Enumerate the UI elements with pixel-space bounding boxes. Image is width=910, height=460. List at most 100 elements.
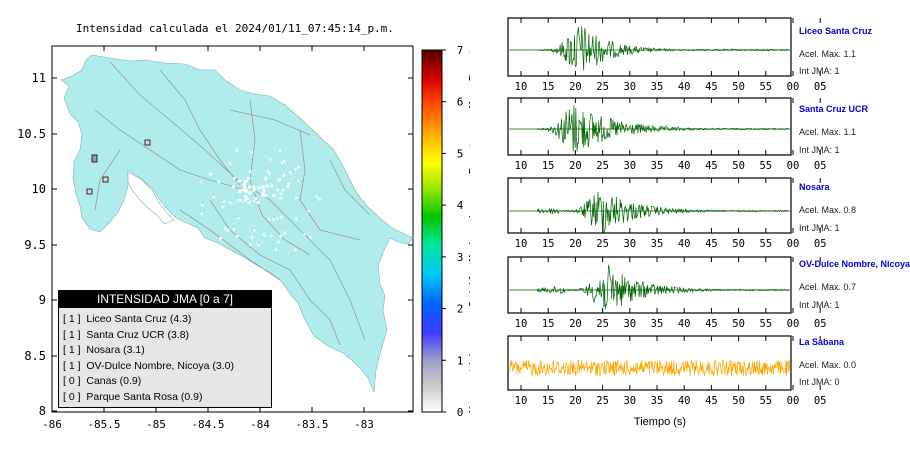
station-marker[interactable] bbox=[102, 176, 109, 183]
time-tick-label: 55 bbox=[759, 395, 772, 407]
x-tick-label: -84.5 bbox=[191, 418, 224, 431]
y-tick-label: 8.5 bbox=[24, 349, 46, 363]
time-tick-label: 00 bbox=[787, 81, 800, 93]
time-tick-label: 50 bbox=[732, 238, 745, 250]
town-marker bbox=[287, 182, 291, 186]
station-name[interactable]: Nosara bbox=[799, 182, 830, 192]
town-marker bbox=[278, 177, 281, 181]
town-marker bbox=[247, 176, 251, 180]
town-marker bbox=[244, 189, 249, 193]
town-marker bbox=[267, 217, 271, 221]
station-acel: Acel. Max. 0.7 bbox=[799, 282, 857, 292]
town-marker bbox=[274, 248, 278, 252]
town-marker bbox=[257, 244, 260, 247]
station-name[interactable]: Liceo Santa Cruz bbox=[799, 26, 873, 36]
town-marker bbox=[248, 170, 252, 174]
town-marker bbox=[250, 150, 254, 154]
x-tick-label: -85 bbox=[146, 418, 166, 431]
town-marker bbox=[295, 196, 298, 200]
town-marker bbox=[243, 194, 247, 198]
town-marker bbox=[278, 149, 282, 152]
town-marker bbox=[272, 218, 275, 222]
town-marker bbox=[315, 195, 319, 199]
station-jma: Int JMA: 1 bbox=[799, 66, 840, 76]
time-tick-label: 30 bbox=[623, 160, 636, 172]
station-name[interactable]: Santa Cruz UCR bbox=[799, 104, 869, 114]
colorbar-tick-label: 7 bbox=[457, 44, 464, 57]
town-marker bbox=[229, 201, 232, 205]
time-tick-label: 20 bbox=[569, 318, 582, 330]
road bbox=[94, 149, 121, 211]
town-marker bbox=[256, 200, 260, 204]
town-marker bbox=[289, 171, 292, 174]
station-name[interactable]: La Sabana bbox=[799, 337, 845, 347]
town-marker bbox=[276, 188, 280, 192]
colorbar-tick-label: 1 bbox=[457, 354, 464, 367]
time-tick-label: 35 bbox=[651, 318, 664, 330]
gulf-of-nicoya bbox=[127, 171, 175, 225]
panel-frame bbox=[507, 177, 792, 234]
time-tick-label: 20 bbox=[569, 395, 582, 407]
station-marker[interactable] bbox=[91, 154, 98, 163]
town-marker bbox=[252, 188, 256, 192]
station-marker[interactable] bbox=[144, 139, 151, 146]
seismogram-trace bbox=[536, 264, 789, 310]
colorbar-word: Muy Fuerte bbox=[467, 42, 470, 108]
seismogram-trace bbox=[537, 105, 789, 152]
y-tick-label: 10 bbox=[32, 182, 46, 196]
station-marker[interactable] bbox=[86, 188, 93, 195]
time-tick-label: 55 bbox=[759, 318, 772, 330]
station-acel: Acel. Max. 1.1 bbox=[799, 49, 857, 59]
town-marker bbox=[307, 209, 311, 213]
road bbox=[209, 199, 291, 271]
legend-item: [ 1 ] OV-Dulce Nombre, Nicoya (3.0) bbox=[63, 359, 234, 372]
road bbox=[229, 109, 311, 136]
town-marker bbox=[265, 184, 269, 188]
time-tick-label: 10 bbox=[515, 395, 528, 407]
legend-list: [ 1 ] Liceo Santa Cruz (4.3) [ 1 ] Santa… bbox=[59, 308, 271, 405]
waveform-panel: 10 15 20 25 30 35 40 45 50 55 00 05 bbox=[507, 17, 827, 93]
time-tick-label: 30 bbox=[623, 318, 636, 330]
time-tick-label: 45 bbox=[705, 81, 718, 93]
town-marker bbox=[318, 197, 321, 201]
town-marker bbox=[293, 167, 297, 171]
time-tick-label: 45 bbox=[705, 238, 718, 250]
town-marker bbox=[283, 231, 287, 235]
town-marker bbox=[263, 233, 266, 237]
town-marker bbox=[293, 248, 297, 252]
colorbar-words: Muy Fuerte Fuerte Moderado Debil No sentido bbox=[467, 42, 470, 413]
time-tick-label: 35 bbox=[651, 395, 664, 407]
town-marker bbox=[226, 229, 230, 232]
legend-item: [ 0 ] Canas (0.9) bbox=[63, 375, 142, 387]
town-marker bbox=[269, 234, 273, 238]
road bbox=[289, 269, 341, 346]
panel-frame bbox=[507, 256, 792, 314]
town-marker bbox=[280, 161, 284, 165]
station-name[interactable]: OV-Dulce Nombre, Nicoya bbox=[799, 259, 910, 269]
time-tick-label: 40 bbox=[678, 318, 691, 330]
costa-rica-landmass bbox=[60, 54, 414, 393]
town-marker bbox=[270, 184, 274, 188]
town-marker bbox=[297, 165, 300, 169]
time-tick-label: 30 bbox=[623, 81, 636, 93]
town-marker bbox=[261, 185, 265, 189]
y-tick-label: 11 bbox=[32, 71, 46, 85]
time-tick-label: 10 bbox=[515, 238, 528, 250]
town-marker bbox=[268, 172, 271, 175]
station-jma: Int JMA: 1 bbox=[799, 223, 840, 233]
town-marker bbox=[276, 217, 279, 221]
map-x-axis: -86 -85.5 -85 -84.5 -84 -83.5 -83 bbox=[42, 46, 374, 431]
y-tick-label: 10.5 bbox=[17, 127, 46, 141]
town-marker bbox=[296, 179, 300, 183]
town-marker bbox=[223, 227, 227, 231]
colorbar-word: Debil bbox=[467, 273, 470, 306]
time-tick-label: 05 bbox=[814, 318, 827, 330]
town-marker bbox=[248, 243, 252, 246]
town-marker bbox=[208, 242, 212, 245]
town-marker bbox=[212, 195, 215, 199]
time-tick-label: 45 bbox=[705, 395, 718, 407]
legend-title: INTENSIDAD JMA [0 a 7] bbox=[59, 291, 271, 308]
colorbar-word: Moderado bbox=[467, 209, 470, 262]
time-tick-label: 35 bbox=[651, 238, 664, 250]
time-tick-label: 10 bbox=[515, 160, 528, 172]
